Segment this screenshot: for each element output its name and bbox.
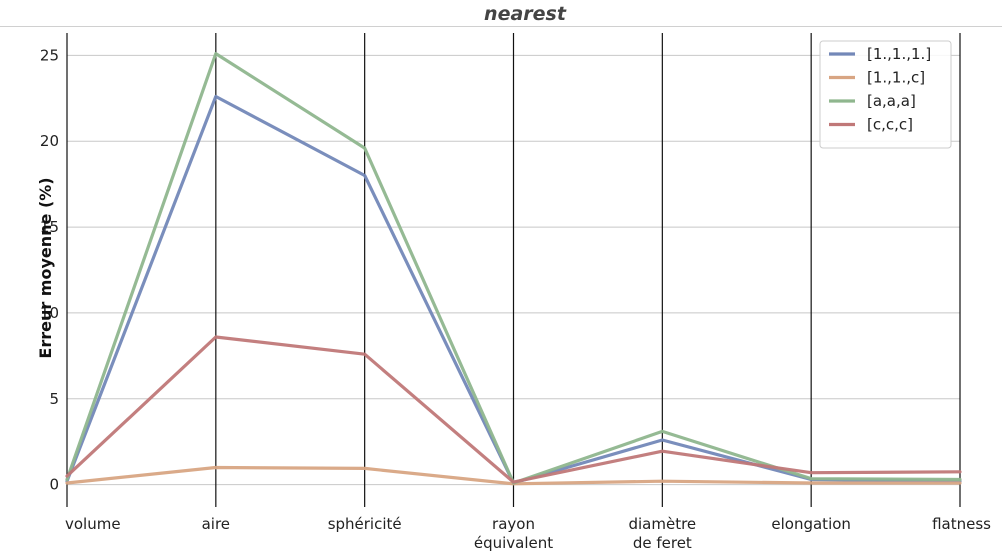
y-tick-label: 25	[40, 46, 59, 64]
x-tick-label: volume	[65, 515, 121, 533]
y-tick-label: 0	[49, 476, 59, 494]
legend: [1.,1.,1.] [1.,1.,c] [a,a,a] [c,c,c]	[819, 40, 952, 149]
x-tick-label: aire	[202, 515, 230, 533]
y-tick-label: 20	[40, 132, 59, 150]
x-tick-label: rayon	[492, 515, 535, 533]
legend-box	[819, 40, 952, 149]
x-tick-label: sphéricité	[328, 515, 402, 533]
title-rule	[0, 26, 1002, 27]
x-tick-label: flatness	[932, 515, 991, 533]
chart-title: nearest	[484, 3, 567, 25]
y-tick-label: 10	[40, 304, 59, 322]
legend-label: [1.,1.,1.]	[867, 45, 931, 63]
legend-label: [c,c,c]	[867, 116, 913, 134]
legend-label: [a,a,a]	[867, 92, 916, 110]
x-tick-label: diamètre	[628, 515, 696, 533]
x-tick-label: de feret	[633, 534, 692, 552]
axes	[66, 33, 961, 507]
y-axis-label: Erreur moyenne (%)	[36, 177, 55, 358]
y-tick-labels: 0 5 10 15 20 25	[40, 46, 59, 493]
y-tick-label: 15	[40, 218, 59, 236]
series-line	[65, 335, 962, 484]
x-tick-label: équivalent	[474, 534, 553, 552]
x-tick-label: elongation	[771, 515, 851, 533]
y-tick-label: 5	[49, 390, 59, 408]
series-lines	[65, 51, 962, 486]
legend-label: [1.,1.,c]	[867, 69, 925, 87]
